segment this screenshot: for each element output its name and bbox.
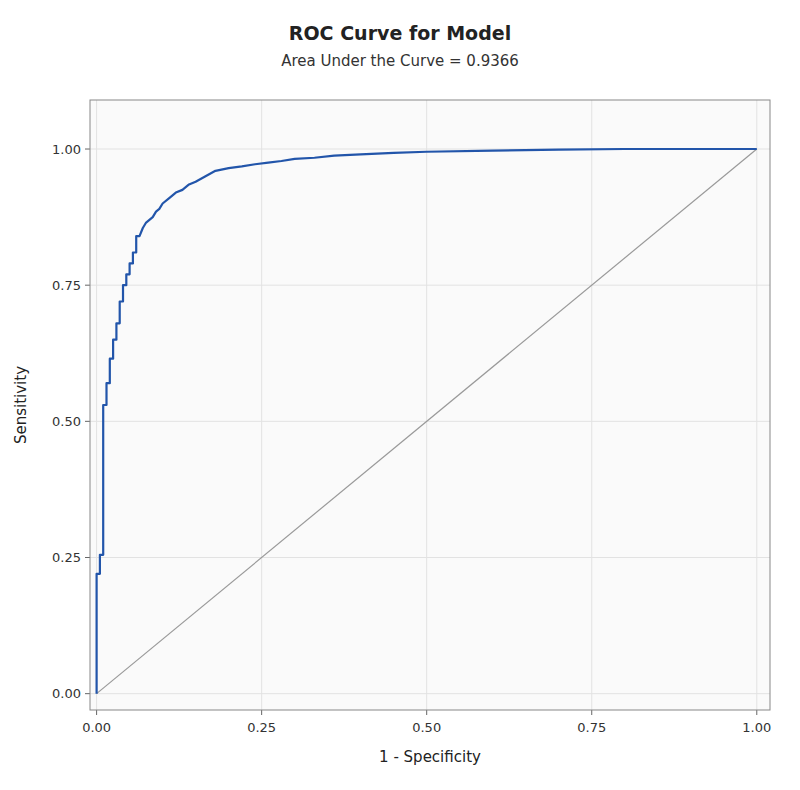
tick-label-x: 0.00: [82, 720, 111, 735]
plot-area: [90, 100, 770, 710]
grid-line-x: [756, 100, 757, 710]
plot-frame: [90, 100, 770, 710]
background: [0, 0, 800, 790]
chart-container: 0.00 0.25 0.50 0.75 1.00 0.00 0.25 0.50 0.75 1.00…: [0, 0, 800, 790]
tick-label-x: 0.75: [577, 720, 606, 735]
grid-line-x: [591, 100, 592, 710]
grid-line-x: [426, 100, 427, 710]
tick-label-y: 1.00: [52, 142, 81, 157]
tick-label-x: 0.50: [412, 720, 441, 735]
grid-line-y: [90, 693, 770, 694]
tick-label-y: 0.75: [52, 278, 81, 293]
tick-label-x: 0.25: [247, 720, 276, 735]
series-line: [97, 149, 757, 694]
x-axis-label: 1 - Specificity: [379, 748, 481, 766]
subtitle: Area Under the Curve = 0.9366: [281, 52, 519, 70]
y-axis-label: Sensitivity: [12, 366, 30, 444]
tick-x: [591, 710, 592, 715]
tick-label-y: 0.00: [52, 686, 81, 701]
grid-line-y: [90, 285, 770, 286]
tick-y: [85, 693, 90, 694]
tick-y: [85, 285, 90, 286]
tick-label-y: 0.50: [52, 414, 81, 429]
grid: [90, 100, 770, 710]
tick-y: [85, 149, 90, 150]
grid-line-y: [90, 557, 770, 558]
chart-svg: 0.00 0.25 0.50 0.75 1.00 0.00 0.25 0.50 0.75 1.00…: [0, 0, 800, 790]
tick-y: [85, 421, 90, 422]
tick-x: [426, 710, 427, 715]
series-line: [97, 149, 757, 694]
grid-line-x: [261, 100, 262, 710]
tick-x: [756, 710, 757, 715]
title: ROC Curve for Model: [289, 22, 511, 44]
axes: 0.00 0.25 0.50 0.75 1.00 0.00 0.25 0.50 0.75 1.00: [52, 100, 771, 735]
tick-label-x: 1.00: [742, 720, 771, 735]
tick-label-y: 0.25: [52, 550, 81, 565]
plot-marks: [97, 149, 757, 694]
grid-line-y: [90, 421, 770, 422]
tick-x: [261, 710, 262, 715]
tick-y: [85, 557, 90, 558]
tick-x: [96, 710, 97, 715]
